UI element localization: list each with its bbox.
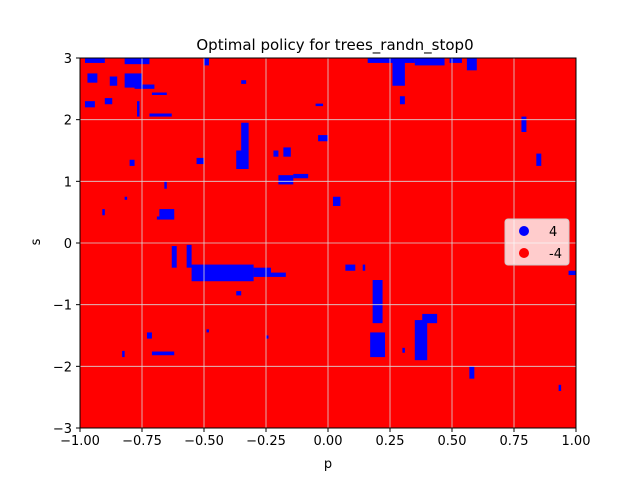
region-value-4 <box>521 116 527 132</box>
region-value-4 <box>124 58 150 65</box>
region-value-4 <box>318 135 328 142</box>
legend: 4 -4 <box>504 218 570 266</box>
region-value-4 <box>159 209 175 218</box>
region-value-4 <box>124 196 128 200</box>
region-value-4 <box>536 153 542 166</box>
region-value-4 <box>315 103 324 107</box>
region-value-4 <box>568 270 576 276</box>
region-value-4 <box>129 159 135 166</box>
region-value-4 <box>367 58 415 63</box>
region-value-4 <box>293 173 309 179</box>
y-tick-label: 0 <box>64 237 72 252</box>
region-value-4 <box>332 196 341 206</box>
region-value-4 <box>270 272 286 277</box>
region-value-4 <box>186 244 192 268</box>
region-value-4 <box>164 181 167 189</box>
region-value-4 <box>196 157 204 165</box>
region-value-4 <box>392 58 405 86</box>
legend-label-neg4: -4 <box>549 247 562 262</box>
region-value-4 <box>466 58 477 71</box>
y-tick-label: 3 <box>64 52 72 67</box>
region-value-4 <box>151 351 175 356</box>
x-tick-label: −0.25 <box>246 434 286 449</box>
y-axis-ticks: −3 −2 −1 0 1 2 3 <box>53 52 80 437</box>
legend-marker-neg4 <box>519 248 529 258</box>
region-value-4 <box>104 98 113 105</box>
y-tick-label: 1 <box>64 175 72 190</box>
region-value-4 <box>266 335 269 339</box>
x-tick-label: −1.00 <box>60 434 100 449</box>
region-value-4 <box>84 58 105 63</box>
region-value-4 <box>87 73 98 83</box>
region-value-4 <box>171 246 177 268</box>
region-value-4 <box>422 313 438 324</box>
region-value-4 <box>236 291 242 296</box>
region-value-4 <box>399 96 405 105</box>
chart-title: Optimal policy for trees_randn_stop0 <box>196 36 473 55</box>
region-value-4 <box>204 58 209 66</box>
region-value-4 <box>191 265 204 268</box>
region-value-4 <box>278 175 294 185</box>
region-value-4 <box>345 264 356 271</box>
region-value-4 <box>241 122 249 169</box>
x-tick-label: 0.25 <box>376 434 405 449</box>
region-value-4 <box>558 384 562 391</box>
y-tick-label: −2 <box>53 360 72 375</box>
region-value-4 <box>414 58 445 66</box>
region-value-4 <box>241 80 247 84</box>
plot-area <box>79 57 577 429</box>
x-axis-label: p <box>324 457 332 472</box>
region-value-4 <box>134 84 155 89</box>
y-axis-label: s <box>29 238 44 245</box>
x-tick-label: 0.00 <box>314 434 343 449</box>
region-value-4 <box>236 150 247 169</box>
region-value-4 <box>273 150 279 157</box>
region-value-4 <box>102 209 105 216</box>
region-value-4 <box>149 113 172 117</box>
region-value-4 <box>84 101 95 108</box>
region-value-4 <box>283 147 291 157</box>
region-value-4 <box>449 58 462 63</box>
x-tick-label: 1.00 <box>562 434 591 449</box>
region-value-4 <box>414 320 428 361</box>
legend-label-4: 4 <box>549 225 557 240</box>
legend-marker-4 <box>519 226 529 236</box>
region-value-4 <box>109 76 118 86</box>
y-tick-label: −1 <box>53 299 72 314</box>
y-tick-label: −3 <box>53 422 72 437</box>
y-tick-label: 2 <box>64 114 72 129</box>
region-value-4 <box>122 350 125 358</box>
x-tick-label: −0.50 <box>184 434 224 449</box>
region-value-4 <box>146 332 152 339</box>
region-value-4 <box>402 347 405 353</box>
region-value-4 <box>191 264 254 282</box>
x-tick-label: −0.75 <box>122 434 162 449</box>
x-tick-label: 0.75 <box>500 434 529 449</box>
region-value-4 <box>469 366 475 379</box>
x-axis-ticks: −1.00 −0.75 −0.50 −0.25 0.00 0.25 0.50 0.75 1.00 <box>60 428 590 449</box>
region-value-4 <box>370 332 386 358</box>
region-value-4 <box>156 216 175 220</box>
region-value-4 <box>206 329 209 333</box>
region-value-4 <box>124 73 142 88</box>
region-value-4 <box>372 280 383 324</box>
region-value-4 <box>253 267 271 277</box>
region-value-4 <box>362 264 366 271</box>
region-value-4 <box>137 101 140 117</box>
x-tick-label: 0.50 <box>438 434 467 449</box>
region-value-4 <box>151 92 167 95</box>
